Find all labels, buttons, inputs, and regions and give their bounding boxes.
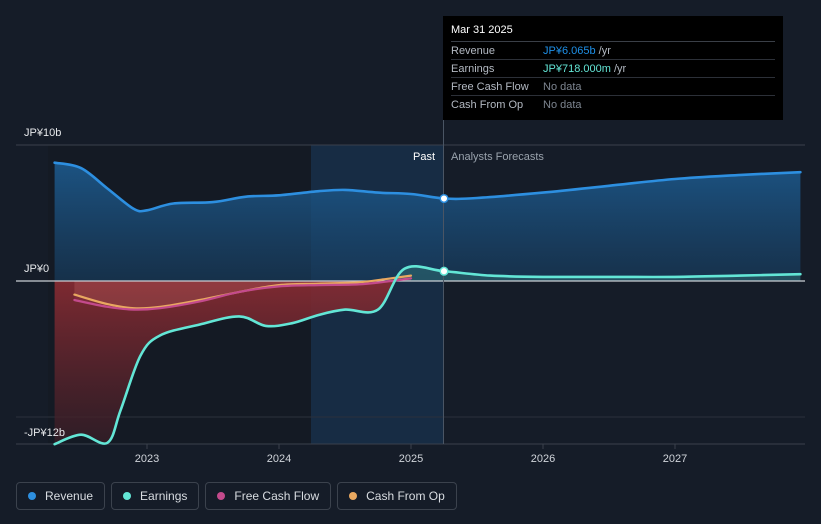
legend-dot-icon [123, 492, 132, 500]
x-tick-label: 2023 [135, 453, 159, 465]
y-label-zero: JP¥0 [24, 263, 49, 275]
tooltip-label: Earnings [451, 62, 495, 75]
x-tick-label: 2024 [267, 453, 291, 465]
tooltip-label: Cash From Op [451, 98, 524, 111]
legend-item-free-cash-flow[interactable]: Free Cash Flow [205, 482, 332, 510]
tooltip-row-revenue: Revenue JP¥6.065b /yr [451, 42, 775, 60]
legend-label: Cash From Op [366, 489, 445, 503]
tooltip: Mar 31 2025 Revenue JP¥6.065b /yr Earnings… [443, 16, 783, 120]
earnings-line [53, 265, 802, 446]
legend-dot-icon [217, 492, 226, 500]
revenue-current-point[interactable] [439, 193, 449, 204]
legend-item-earnings[interactable]: Earnings [111, 482, 200, 510]
legend-label: Free Cash Flow [234, 489, 320, 503]
tooltip-value: JP¥718.000m /yr [543, 63, 626, 75]
earnings-loss-area [54, 281, 801, 445]
tooltip-unit: /yr [598, 44, 611, 57]
tooltip-label: Revenue [451, 44, 496, 57]
tooltip-unit: /yr [613, 62, 627, 75]
x-tick-label: 2027 [663, 453, 687, 465]
legend-item-revenue[interactable]: Revenue [16, 482, 106, 510]
revenue-line [53, 161, 802, 213]
y-label-bottom: -JP¥12b [24, 427, 65, 439]
x-tick-label: 2025 [399, 453, 423, 465]
tooltip-label: Free Cash Flow [451, 80, 529, 93]
forecast-label: Analysts Forecasts [451, 151, 544, 163]
legend-dot-icon [349, 492, 358, 500]
y-label-top: JP¥10b [24, 127, 61, 139]
legend-label: Revenue [45, 489, 94, 503]
tooltip-row-cash-from-op: Cash From Op No data [451, 96, 775, 113]
tooltip-row-earnings: Earnings JP¥718.000m /yr [451, 60, 775, 78]
free-cash-flow-line [73, 277, 413, 311]
past-label: Past [413, 151, 435, 163]
legend-item-cash-from-op[interactable]: Cash From Op [337, 482, 457, 510]
tooltip-value: No data [543, 80, 582, 93]
free-cash-flow-area [74, 278, 412, 310]
tooltip-number: JP¥6.065b [543, 44, 596, 57]
earnings-current-point[interactable] [439, 266, 449, 276]
revenue-area [54, 162, 801, 281]
legend: Revenue Earnings Free Cash Flow Cash From O… [16, 482, 457, 510]
tooltip-date: Mar 31 2025 [451, 24, 775, 42]
cash-from-op-area [74, 275, 412, 309]
legend-label: Earnings [140, 489, 188, 503]
legend-dot-icon [28, 492, 36, 500]
tooltip-value: No data [543, 98, 582, 111]
x-tick-label: 2026 [531, 453, 555, 465]
tooltip-number: JP¥718.000m [543, 62, 611, 75]
tooltip-row-free-cash-flow: Free Cash Flow No data [451, 78, 775, 96]
tooltip-value: JP¥6.065b /yr [543, 45, 611, 57]
